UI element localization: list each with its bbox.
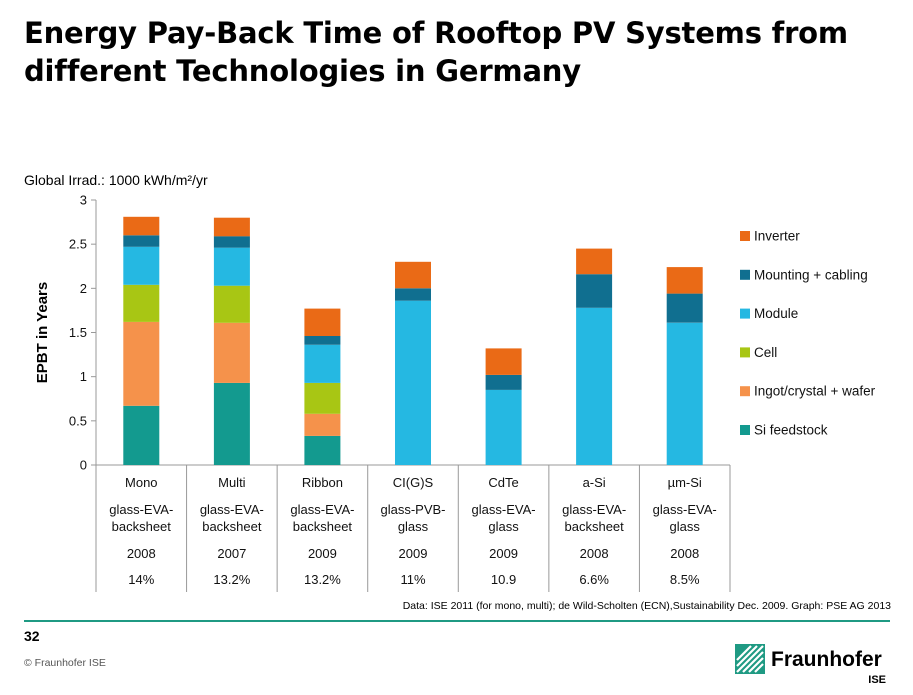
- bar-ingot-crystal-wafer-2: [304, 413, 341, 436]
- table-cell: glass-EVA-: [653, 502, 717, 517]
- logo-name: Fraunhofer: [771, 648, 882, 671]
- fraunhofer-logo-icon: [735, 644, 765, 674]
- legend-label: Module: [754, 306, 798, 321]
- y-tick-label: 2: [80, 281, 87, 296]
- y-tick-label: 1: [80, 369, 87, 384]
- bar-inverter-2: [304, 308, 341, 336]
- x-tick-label: CI(G)S: [393, 475, 434, 490]
- logo-sub: ISE: [868, 674, 886, 686]
- legend-swatch: [740, 308, 750, 319]
- table-cell: glass-EVA-: [562, 502, 626, 517]
- table-cell: 10.9: [491, 572, 516, 587]
- table-cell: glass-EVA-: [290, 502, 354, 517]
- table-cell: 6.6%: [579, 572, 609, 587]
- table-cell: 2009: [399, 546, 428, 561]
- legend-swatch: [740, 347, 750, 358]
- source-note: Data: ISE 2011 (for mono, multi); de Wil…: [402, 600, 891, 612]
- copyright: © Fraunhofer ISE: [24, 657, 106, 669]
- irradiation-note: Global Irrad.: 1000 kWh/m²/yr: [24, 172, 208, 188]
- table-cell: 2008: [580, 546, 609, 561]
- table-cell: 11%: [400, 572, 425, 587]
- table-cell: glass-EVA-: [472, 502, 536, 517]
- table-cell: glass: [488, 519, 519, 534]
- bar-mounting-cabling-0: [123, 235, 160, 247]
- x-tick-label: Multi: [218, 475, 246, 490]
- y-tick-label: 1.5: [69, 325, 87, 340]
- bar-module-3: [395, 300, 431, 465]
- bar-mounting-cabling-1: [213, 236, 250, 248]
- y-tick-label: 0: [80, 458, 87, 473]
- bar-module-5: [576, 307, 613, 465]
- table-cell: 2008: [127, 546, 156, 561]
- bar-mounting-cabling-2: [304, 336, 341, 345]
- fraunhofer-logo: Fraunhofer ISE: [735, 644, 886, 686]
- table-cell: backsheet: [112, 519, 172, 534]
- y-tick-label: 2.5: [69, 237, 87, 252]
- legend-label: Cell: [754, 345, 777, 360]
- y-axis-label: EPBT in Years: [34, 282, 51, 383]
- bar-si-feedstock-2: [304, 435, 341, 465]
- table-cell: 13.2%: [213, 572, 250, 587]
- bar-module-0: [123, 246, 160, 285]
- table-cell: glass-EVA-: [109, 502, 173, 517]
- legend-swatch: [740, 231, 750, 241]
- slide-title: Energy Pay-Back Time of Rooftop PV Syste…: [24, 16, 848, 88]
- table-cell: 2008: [670, 546, 699, 561]
- bar-module-6: [666, 322, 703, 465]
- bar-si-feedstock-0: [123, 405, 160, 465]
- bar-ingot-crystal-wafer-0: [123, 321, 160, 406]
- table-cell: 13.2%: [304, 572, 341, 587]
- y-tick-label: 0.5: [69, 413, 87, 428]
- bar-module-2: [304, 344, 341, 383]
- table-cell: backsheet: [202, 519, 262, 534]
- table-cell: backsheet: [293, 519, 353, 534]
- bar-mounting-cabling-3: [395, 288, 431, 301]
- legend-swatch: [740, 386, 750, 397]
- bar-ingot-crystal-wafer-1: [213, 322, 250, 383]
- x-tick-label: µm-Si: [668, 475, 702, 490]
- legend-label: Si feedstock: [754, 423, 828, 438]
- bar-module-1: [213, 247, 250, 286]
- bar-mounting-cabling-5: [576, 274, 613, 308]
- table-cell: 8.5%: [670, 572, 700, 587]
- table-cell: glass: [398, 519, 429, 534]
- x-tick-label: CdTe: [488, 475, 518, 490]
- bar-inverter-1: [213, 217, 250, 237]
- x-tick-label: Ribbon: [302, 475, 343, 490]
- table-cell: glass-EVA-: [200, 502, 264, 517]
- x-tick-label: Mono: [125, 475, 158, 490]
- bar-inverter-3: [395, 261, 431, 289]
- bar-cell-2: [304, 382, 341, 414]
- bar-inverter-4: [485, 348, 522, 375]
- bar-inverter-0: [123, 216, 160, 236]
- bar-mounting-cabling-4: [485, 374, 522, 390]
- bar-cell-0: [123, 284, 160, 322]
- legend-label: Ingot/crystal + wafer: [754, 384, 876, 399]
- footer-divider: [24, 620, 890, 622]
- y-tick-label: 3: [80, 193, 87, 208]
- table-cell: 14%: [128, 572, 154, 587]
- table-cell: glass: [670, 519, 701, 534]
- table-cell: glass-PVB-: [380, 502, 445, 517]
- table-cell: 2009: [308, 546, 337, 561]
- page-number: 32: [24, 628, 40, 644]
- legend-label: Mounting + cabling: [754, 267, 868, 282]
- bar-si-feedstock-1: [213, 382, 250, 465]
- bar-cell-1: [213, 285, 250, 323]
- bar-inverter-6: [666, 267, 703, 294]
- legend-swatch: [740, 269, 750, 280]
- table-cell: 2009: [489, 546, 518, 561]
- bar-mounting-cabling-6: [666, 293, 703, 323]
- x-tick-label: a-Si: [583, 475, 606, 490]
- bar-inverter-5: [576, 248, 613, 275]
- legend-label: Inverter: [754, 229, 800, 244]
- table-cell: 2007: [217, 546, 246, 561]
- legend-swatch: [740, 425, 750, 435]
- bar-module-4: [485, 389, 522, 465]
- table-cell: backsheet: [565, 519, 625, 534]
